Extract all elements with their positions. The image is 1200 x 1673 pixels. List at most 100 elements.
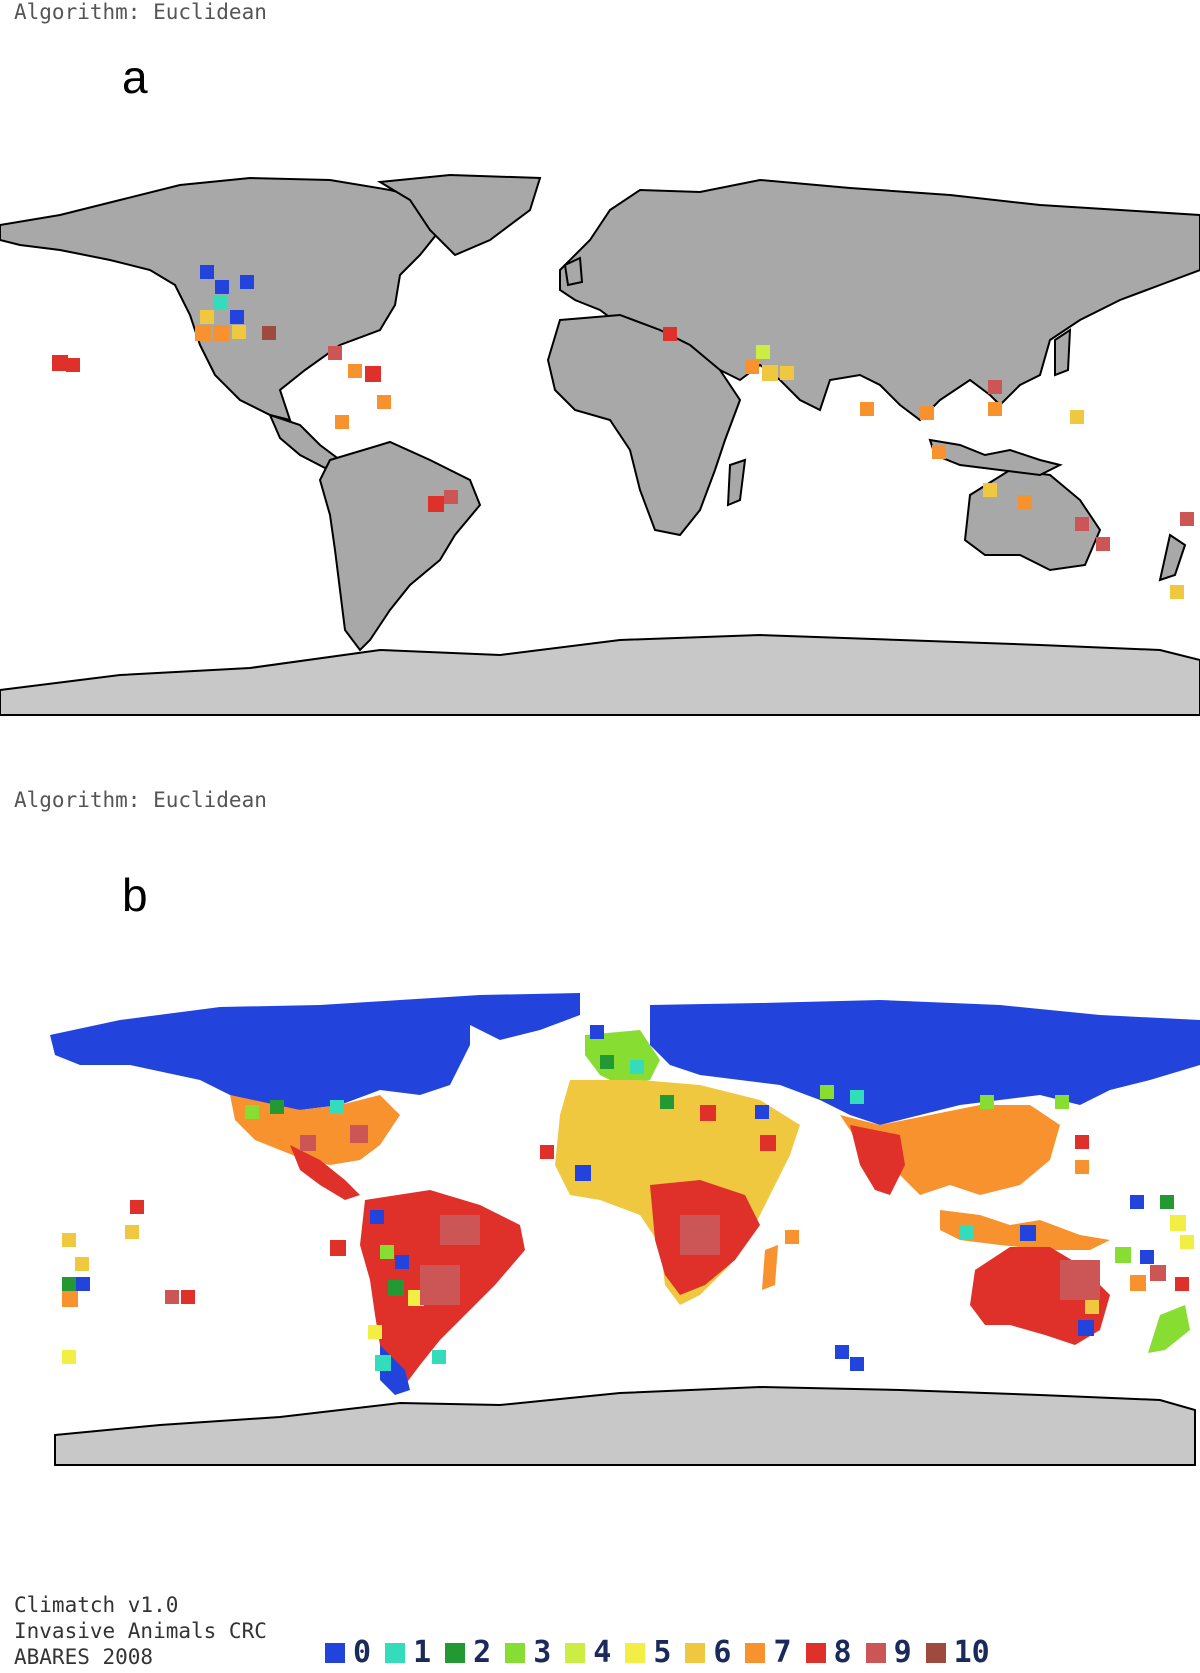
asia-warm-b: [840, 1105, 1060, 1195]
point-a: [663, 327, 677, 341]
madagascar-b: [762, 1245, 778, 1290]
point-b: [700, 1105, 716, 1121]
central-america-b: [290, 1145, 360, 1200]
legend-item-8: 8: [805, 1635, 852, 1670]
point-a: [52, 355, 68, 371]
credit-line-1: Climatch v1.0: [14, 1593, 179, 1617]
point-b: [125, 1225, 139, 1239]
point-a: [240, 275, 254, 289]
point-a: [1070, 410, 1084, 424]
india-b: [850, 1125, 905, 1195]
point-b: [1115, 1247, 1131, 1263]
legend-swatch: [565, 1642, 586, 1663]
climate-points-b: [62, 1025, 1194, 1371]
point-a: [215, 280, 229, 294]
legend-label: 10: [953, 1635, 990, 1670]
legend-label: 4: [593, 1635, 612, 1670]
legend-swatch: [625, 1642, 646, 1663]
africa-a: [546, 313, 742, 537]
point-b: [181, 1290, 195, 1304]
point-b: [540, 1145, 554, 1159]
point-b: [388, 1280, 404, 1296]
legend-item-4: 4: [565, 1635, 611, 1670]
credit-line-3: ABARES 2008: [14, 1645, 154, 1669]
legend-item-7: 7: [745, 1635, 792, 1670]
point-b: [76, 1277, 90, 1291]
point-a: [200, 310, 214, 324]
point-b: [630, 1060, 644, 1074]
point-a: [365, 366, 381, 382]
point-b: [62, 1350, 76, 1364]
north-america-blue-b: [50, 1000, 470, 1110]
point-b: [1075, 1135, 1089, 1149]
point-b: [660, 1095, 674, 1109]
point-b: [350, 1125, 368, 1143]
point-a: [983, 483, 997, 497]
legend-item-1: 1: [385, 1635, 431, 1670]
uk-a: [563, 256, 584, 287]
point-b: [62, 1277, 76, 1291]
legend-swatch: [805, 1642, 826, 1663]
point-b: [375, 1355, 391, 1371]
greenland-b: [400, 993, 580, 1040]
score-legend: 0 1 2 3 4 5 6 7 8 9 10: [325, 1635, 1004, 1670]
point-a: [860, 402, 874, 416]
point-a: [780, 366, 794, 380]
panel-letter-a: a: [122, 51, 148, 103]
point-a: [377, 395, 391, 409]
legend-swatch: [745, 1642, 766, 1663]
point-a: [213, 325, 229, 341]
new-zealand-a: [1158, 533, 1187, 582]
point-b: [850, 1357, 864, 1371]
eurasia-blue-b: [650, 1000, 1200, 1125]
point-a: [1075, 517, 1089, 531]
legend-label: 0: [353, 1635, 372, 1670]
point-b: [420, 1265, 460, 1305]
landmasses-a: [0, 173, 1200, 716]
legend-swatch: [505, 1642, 526, 1663]
point-a: [348, 364, 362, 378]
point-a: [1096, 537, 1110, 551]
legend-item-2: 2: [445, 1635, 491, 1670]
point-b: [300, 1135, 316, 1151]
point-a: [988, 380, 1002, 394]
point-a: [230, 310, 244, 324]
legend-label: 5: [653, 1635, 672, 1670]
point-a: [756, 345, 770, 359]
legend-label: 6: [713, 1635, 732, 1670]
point-b: [330, 1240, 346, 1256]
point-b: [368, 1325, 382, 1339]
panel-letter-b: b: [122, 869, 148, 921]
japan-a: [1054, 328, 1072, 377]
point-b: [785, 1230, 799, 1244]
legend-item-6: 6: [685, 1635, 731, 1670]
point-a: [66, 358, 80, 372]
point-b: [575, 1165, 591, 1181]
greenland-a: [376, 173, 542, 257]
point-b: [1170, 1215, 1186, 1231]
point-b: [1150, 1265, 1166, 1281]
algorithm-label-b: Algorithm: Euclidean: [14, 788, 267, 812]
point-a: [328, 346, 342, 360]
antarctica-a: [0, 633, 1200, 716]
legend-item-3: 3: [505, 1635, 551, 1670]
landmasses-b: [50, 993, 1200, 1466]
indonesia-a: [928, 438, 1063, 477]
point-b: [755, 1105, 769, 1119]
point-a: [428, 496, 444, 512]
point-a: [1018, 495, 1032, 509]
point-b: [1180, 1235, 1194, 1249]
point-a: [213, 295, 227, 309]
legend-item-10: 10: [925, 1635, 990, 1670]
point-b: [1060, 1260, 1100, 1300]
point-b: [440, 1215, 480, 1245]
point-b: [380, 1245, 394, 1259]
point-b: [1078, 1320, 1094, 1336]
point-b: [165, 1290, 179, 1304]
point-b: [75, 1257, 89, 1271]
legend-label: 9: [893, 1635, 912, 1670]
antarctica-b: [54, 1385, 1196, 1466]
point-a: [200, 265, 214, 279]
point-b: [960, 1225, 974, 1239]
point-a: [1170, 585, 1184, 599]
